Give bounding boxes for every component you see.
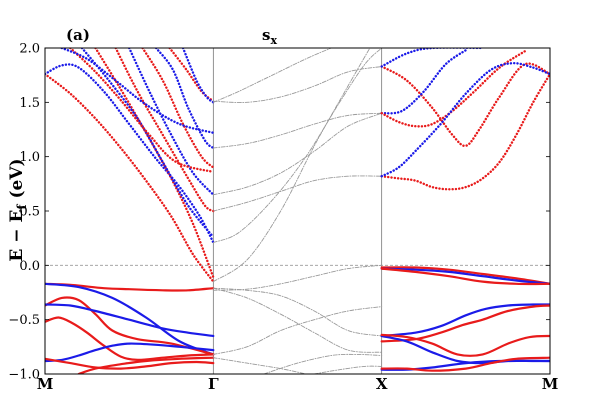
band-gray-29 bbox=[212, 287, 383, 353]
band-blue-35 bbox=[380, 48, 484, 68]
band-red-37 bbox=[380, 50, 526, 128]
band-red-40 bbox=[380, 266, 550, 285]
band-blue-3 bbox=[127, 48, 215, 196]
band-blue-17 bbox=[45, 342, 215, 363]
band-gray-24 bbox=[212, 112, 383, 149]
y-axis-label-main: E − E bbox=[7, 210, 27, 262]
band-red-48 bbox=[380, 356, 550, 372]
bands-group bbox=[45, 48, 550, 374]
x-tick-label-2: X bbox=[376, 375, 388, 393]
band-gray-33 bbox=[313, 365, 383, 374]
x-tick-label-3: M bbox=[542, 375, 559, 393]
band-blue-41 bbox=[380, 267, 550, 285]
band-red-34 bbox=[380, 62, 550, 148]
band-gray-31 bbox=[212, 357, 307, 374]
band-red-14 bbox=[45, 296, 215, 356]
chart-title-subscript: x bbox=[270, 34, 277, 47]
band-blue-43 bbox=[380, 303, 550, 338]
band-red-18 bbox=[77, 356, 215, 374]
y-axis-label-subscript: f bbox=[15, 204, 29, 210]
band-red-16 bbox=[45, 316, 215, 362]
band-red-42 bbox=[380, 267, 550, 286]
band-red-0 bbox=[45, 72, 215, 283]
band-gray-32 bbox=[263, 353, 383, 374]
y-tick-label-0: −1.0 bbox=[8, 368, 40, 383]
x-tick-label-1: Γ bbox=[208, 375, 219, 393]
band-red-38 bbox=[380, 72, 550, 191]
y-tick-label-3: 0.5 bbox=[19, 205, 40, 220]
x-tick-label-0: M bbox=[37, 375, 54, 393]
band-blue-9 bbox=[80, 48, 215, 239]
band-red-10 bbox=[69, 48, 215, 174]
band-blue-13 bbox=[45, 282, 215, 356]
band-red-46 bbox=[380, 333, 550, 357]
band-blue-15 bbox=[45, 303, 215, 338]
y-tick-label-2: 0.0 bbox=[19, 259, 40, 274]
band-gray-22 bbox=[212, 175, 383, 212]
band-gray-26 bbox=[212, 48, 332, 103]
band-blue-11 bbox=[60, 48, 215, 134]
plot-area: −1.0 −0.5 0.0 0.5 1.0 1.5 2.0 M Γ X M bbox=[8, 42, 558, 394]
band-blue-36 bbox=[380, 49, 467, 115]
band-gray-20 bbox=[212, 48, 371, 283]
y-tick-label-4: 1.0 bbox=[19, 150, 40, 165]
y-tick-label-6: 2.0 bbox=[19, 42, 40, 57]
y-tick-label-5: 1.5 bbox=[19, 96, 40, 111]
band-blue-5 bbox=[154, 48, 215, 150]
chart-title-main: s bbox=[262, 26, 270, 44]
y-axis-label: E − Ef (eV) bbox=[7, 158, 29, 261]
kpoint-dividers bbox=[212, 48, 383, 374]
band-gray-28 bbox=[212, 264, 383, 291]
band-blue-1 bbox=[45, 63, 215, 244]
panel-label: (a) bbox=[66, 26, 90, 44]
y-axis-label-unit: (eV) bbox=[7, 158, 27, 198]
y-ticks: −1.0 −0.5 0.0 0.5 1.0 1.5 2.0 bbox=[8, 42, 550, 383]
chart-title: sx bbox=[262, 26, 277, 47]
band-gray-30 bbox=[212, 306, 383, 355]
band-blue-39 bbox=[380, 61, 550, 178]
band-gray-25 bbox=[212, 66, 383, 103]
band-red-4 bbox=[141, 48, 215, 169]
band-red-2 bbox=[114, 48, 215, 213]
band-blue-7 bbox=[181, 48, 215, 104]
band-gray-23 bbox=[212, 112, 383, 196]
y-tick-label-1: −0.5 bbox=[8, 313, 40, 328]
band-red-19 bbox=[45, 357, 215, 370]
band-gray-27 bbox=[212, 287, 383, 337]
